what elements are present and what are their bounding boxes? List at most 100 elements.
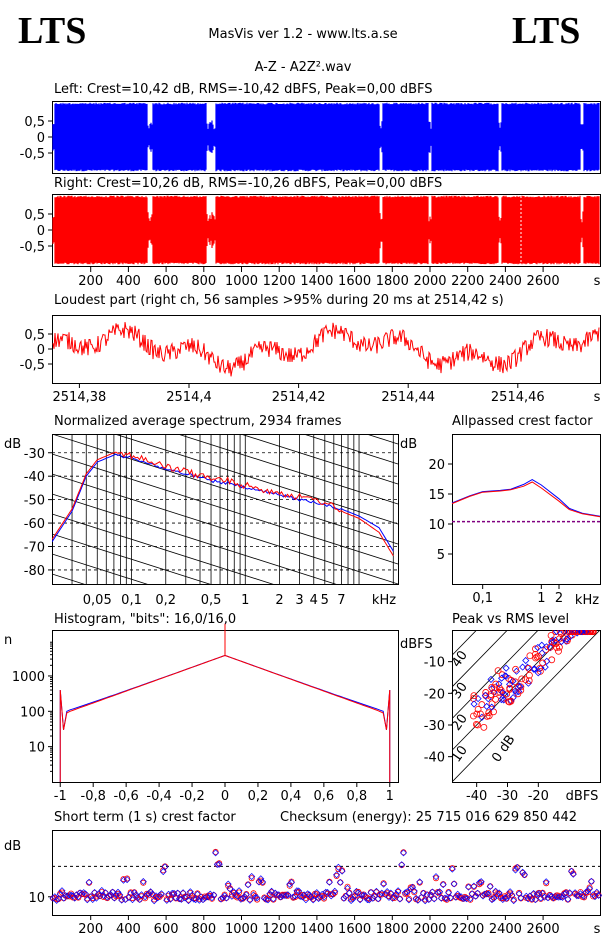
shortterm-point [539, 889, 547, 897]
peakrms-point [502, 664, 510, 672]
peakrms-y-1-label: -20 [424, 687, 445, 702]
histogram-x-8-label: 0,6 [314, 789, 335, 804]
shortterm-point [333, 873, 340, 880]
shortterm-point [174, 889, 182, 897]
peakrms-point [525, 664, 533, 672]
shortterm-point [494, 890, 501, 897]
shortterm-point [286, 880, 294, 888]
shortterm-point [342, 893, 350, 900]
shortterm-point [212, 849, 220, 857]
shortterm-point [185, 897, 192, 905]
loudest-y-1-label: 0 [37, 343, 45, 358]
shortterm-point [246, 896, 253, 903]
peakrms-ylabel: dBFS [400, 637, 433, 652]
shortterm-point [356, 896, 364, 904]
shortterm-point [569, 870, 577, 878]
shortterm-x-unit: s [594, 922, 601, 937]
shortterm-point [425, 896, 433, 903]
shortterm-point [181, 894, 189, 902]
peakrms-point [559, 634, 567, 642]
spectrum-slope-2 [52, 473, 398, 584]
shortterm-point [568, 867, 575, 875]
shortterm-point [349, 895, 357, 903]
peakrms-point [472, 720, 480, 728]
shortterm-x-12-label: 2600 [527, 922, 560, 937]
shortterm-point [241, 893, 248, 901]
shortterm-point [159, 868, 167, 876]
peakrms-y-0-label: -10 [424, 656, 445, 671]
shortterm-point [100, 894, 107, 901]
peakrms-point [506, 680, 514, 688]
shortterm-point [394, 887, 402, 895]
shortterm-point [452, 893, 460, 901]
wave-x-1-label: 400 [116, 274, 141, 289]
shortterm-point [59, 889, 66, 896]
peakrms-point [500, 696, 508, 704]
shortterm-point [80, 889, 88, 897]
peakrms-point [512, 665, 519, 673]
spectrum-x-9: 7 [337, 593, 345, 608]
shortterm-point [508, 892, 516, 899]
shortterm-point [224, 880, 232, 888]
peakrms-point [538, 649, 546, 657]
shortterm-point [157, 890, 165, 898]
peakrms-point [517, 683, 525, 691]
shortterm-point [168, 889, 176, 897]
shortterm-point [129, 896, 136, 904]
histogram-x-5-label: 0 [221, 789, 229, 804]
shortterm-point [373, 889, 380, 896]
shortterm-point [467, 896, 474, 903]
allpassed-series-0 [451, 479, 601, 517]
peakrms-point [501, 672, 509, 680]
shortterm-point [381, 890, 389, 898]
spectrum-slope-6 [52, 553, 148, 584]
shortterm-point [428, 888, 436, 896]
loudest-x-3-label: 2514,44 [381, 390, 435, 405]
peakrms-point [487, 675, 495, 683]
shortterm-point [64, 892, 71, 900]
peakrms-point [567, 630, 574, 635]
allpassed-y-2-label: 10 [428, 518, 445, 533]
shortterm-point [132, 891, 140, 899]
allpassed-x-unit: kHz [575, 593, 599, 608]
wave-x-7-label: 1600 [338, 274, 371, 289]
spectrum-x-1: 0,1 [121, 593, 142, 608]
histogram-y-0-label: 1000 [12, 670, 45, 685]
shortterm-point [432, 873, 440, 881]
loudest-trace [52, 322, 600, 377]
peakrms-point [563, 635, 571, 643]
shortterm-frame [52, 830, 601, 916]
peakrms-point [496, 684, 503, 692]
peakrms-point [552, 640, 560, 648]
peakrms-point [551, 636, 560, 644]
shortterm-point [221, 892, 229, 900]
histogram-curve [59, 623, 391, 782]
shortterm-x-2-label: 600 [154, 922, 179, 937]
peakrms-point [488, 683, 496, 691]
shortterm-point [236, 889, 243, 896]
shortterm-point [118, 896, 126, 904]
peakrms-point [532, 645, 539, 653]
right-y-2-label: -0,5 [20, 240, 45, 255]
shortterm-point [390, 893, 398, 901]
peakrms-point [511, 687, 520, 695]
shortterm-point [336, 878, 344, 886]
shortterm-point [259, 878, 267, 886]
shortterm-ylabel: dB [4, 839, 21, 854]
shortterm-point [544, 894, 552, 902]
shortterm-point [366, 895, 373, 902]
shortterm-point [253, 894, 261, 902]
spectrum-x-4: 1 [241, 593, 249, 608]
peakrms-point [470, 692, 478, 700]
shortterm-point [586, 884, 593, 891]
shortterm-point [139, 878, 147, 885]
shortterm-point [461, 894, 469, 902]
left-y-1-label: 0 [37, 131, 45, 146]
shortterm-point [490, 894, 498, 902]
shortterm-point [208, 894, 216, 902]
shortterm-x-9-label: 2000 [413, 922, 446, 937]
shortterm-point [239, 894, 247, 902]
shortterm-point [215, 860, 223, 868]
loudest-x-4-label: 2514,46 [491, 390, 545, 405]
shortterm-point [161, 863, 169, 871]
